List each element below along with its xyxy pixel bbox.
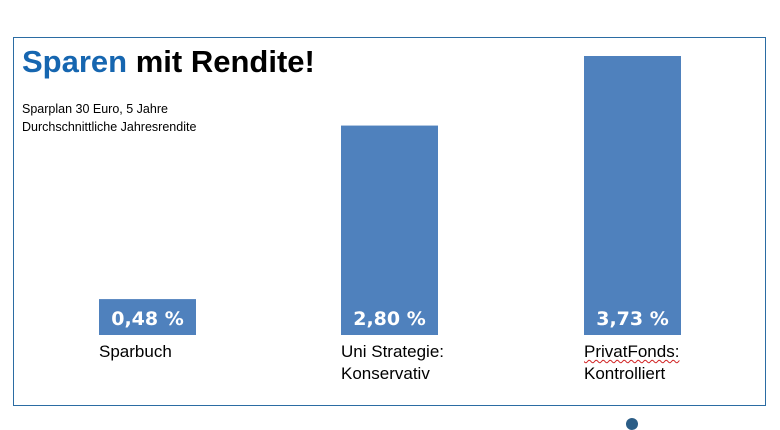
category-label-line: PrivatFonds:: [584, 341, 679, 363]
category-label-uni-strategie: Uni Strategie: Konservativ: [341, 341, 444, 385]
category-label-privatfonds: PrivatFonds: Kontrolliert: [584, 341, 679, 385]
subtitle-line-1: Sparplan 30 Euro, 5 Jahre: [22, 102, 168, 116]
category-label-line: Kontrolliert: [584, 364, 666, 383]
bar: [341, 125, 438, 335]
title-rest: mit Rendite!: [135, 44, 315, 79]
bar: [99, 299, 196, 335]
chart-title: Sparen mit Rendite!: [22, 44, 315, 80]
corner-dot: [626, 418, 638, 430]
category-label-line: Konservativ: [341, 364, 430, 383]
category-label-sparbuch: Sparbuch: [99, 341, 172, 363]
chart-frame: [13, 37, 766, 406]
category-label-line: Sparbuch: [99, 342, 172, 361]
category-label-line: Uni Strategie:: [341, 342, 444, 361]
subtitle-line-2: Durchschnittliche Jahresrendite: [22, 120, 197, 134]
bar-value-label: 2,80 %: [353, 308, 426, 330]
title-accent: Sparen: [22, 44, 128, 79]
spellcheck-word: PrivatFonds:: [584, 342, 680, 361]
bar: [584, 56, 681, 335]
bar-value-label: 3,73 %: [596, 308, 669, 330]
bar-value-label: 0,48 %: [111, 308, 184, 330]
